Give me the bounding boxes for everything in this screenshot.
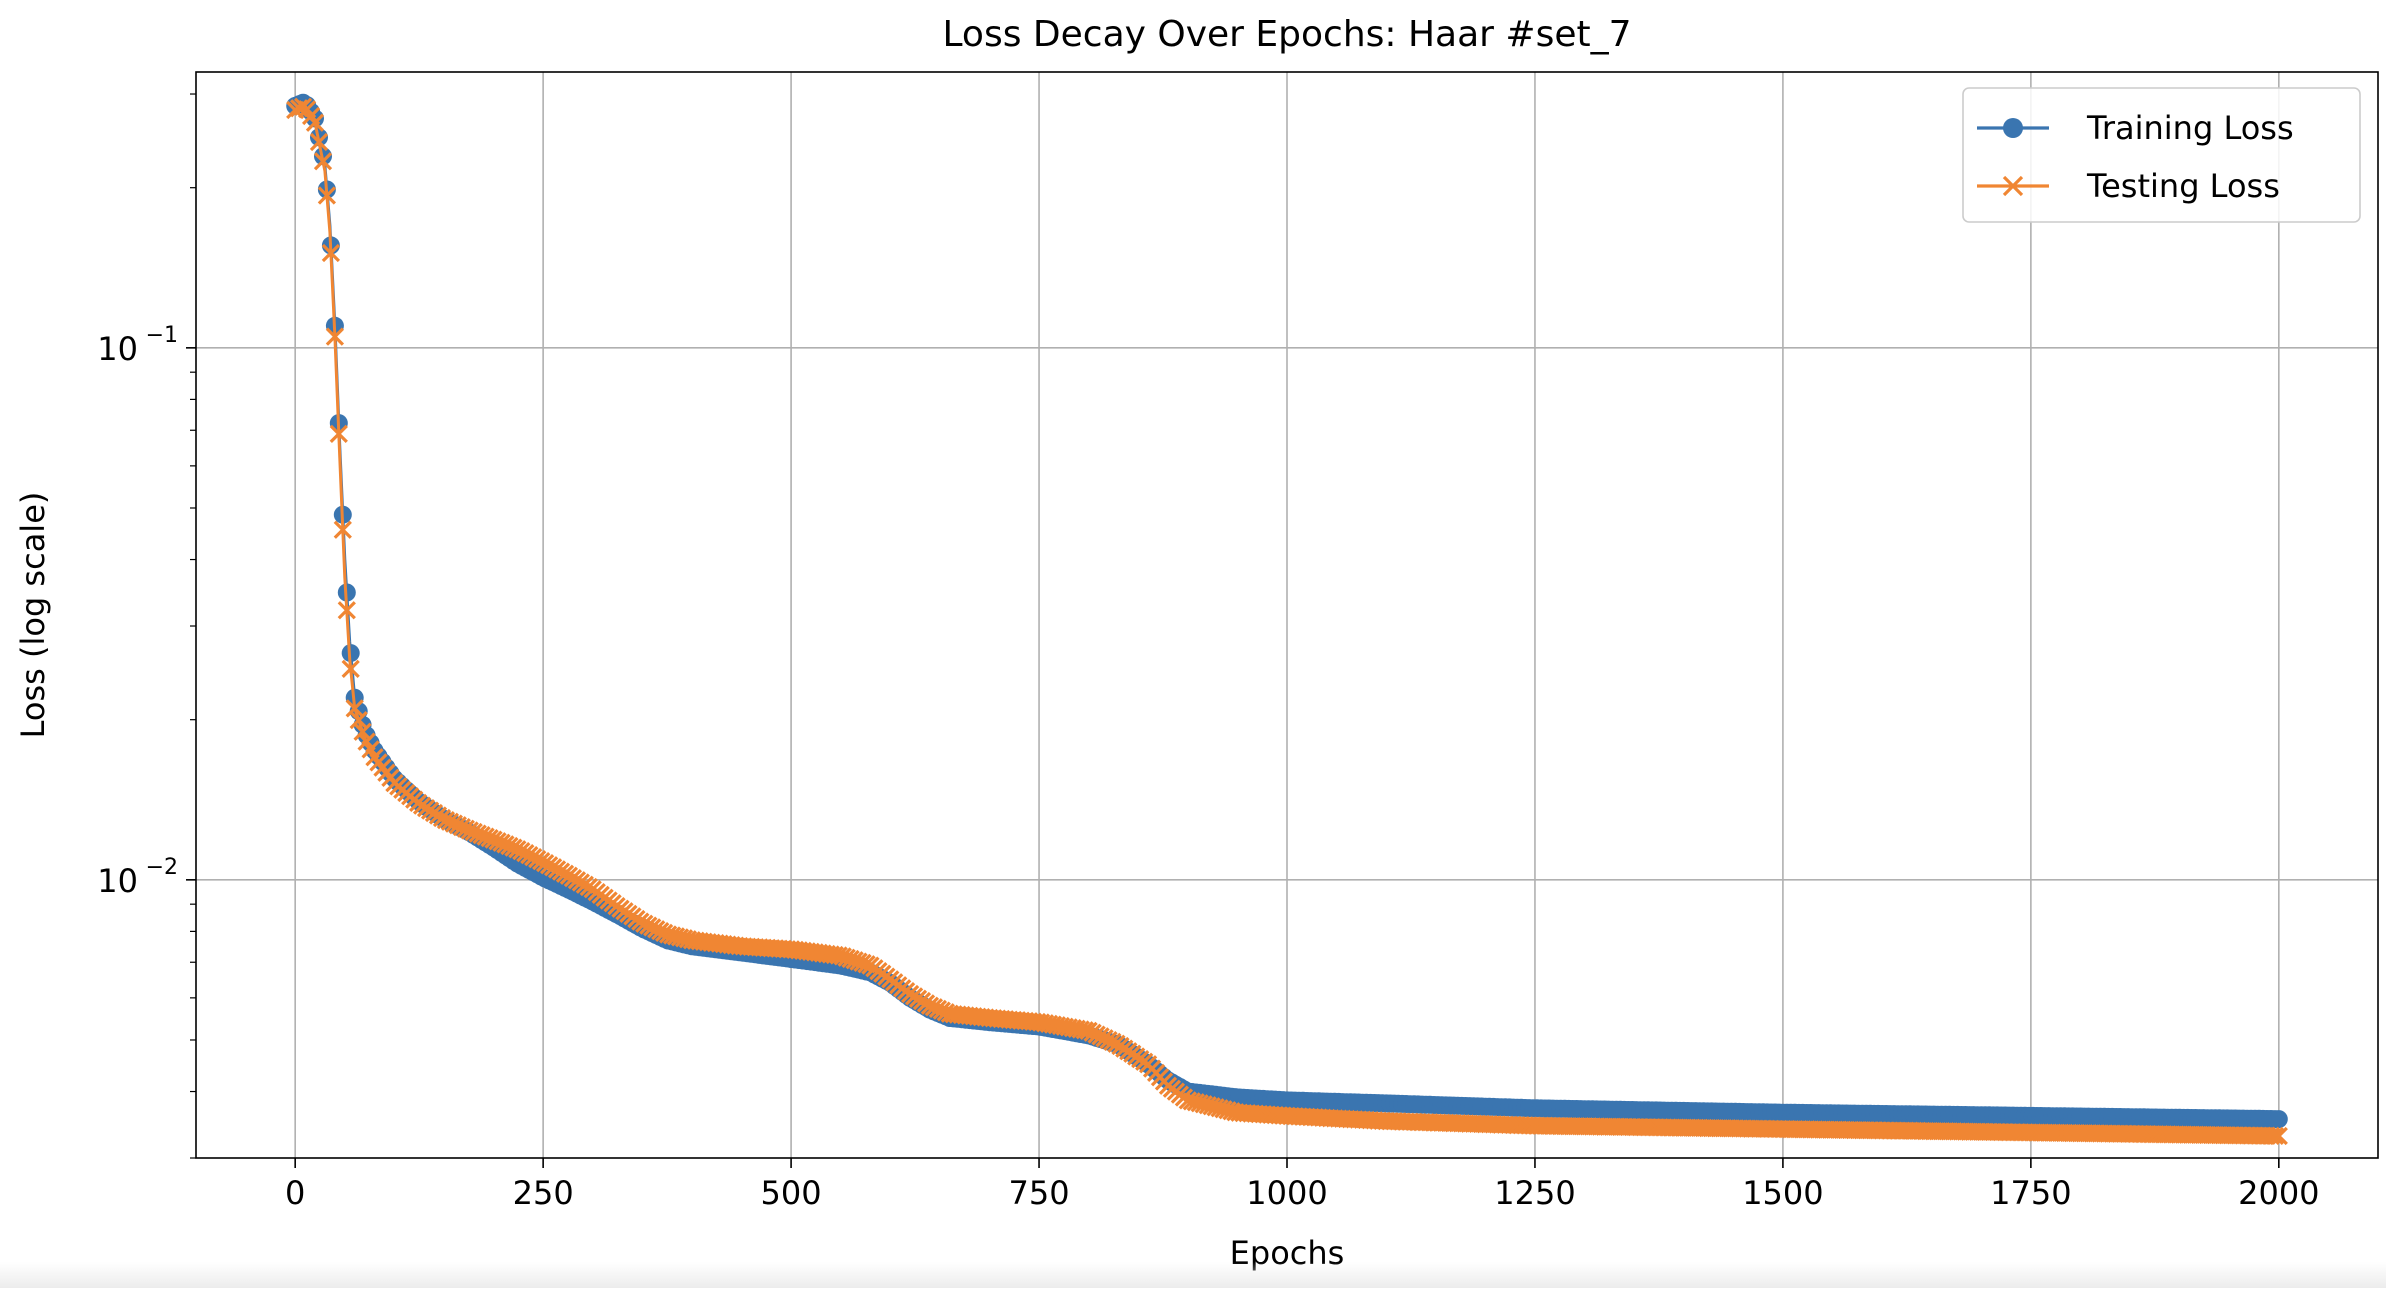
x-tick-label: 250 (513, 1174, 574, 1212)
testing-loss-point (337, 601, 356, 620)
testing-loss-point (2269, 1126, 2288, 1146)
testing-loss-point (329, 424, 348, 444)
x-tick-label: 750 (1009, 1174, 1070, 1212)
legend-testing-marker (2002, 175, 2024, 197)
testing-loss-point (345, 699, 364, 718)
x-tick-label: 1000 (1246, 1174, 1327, 1212)
testing-loss-point (341, 659, 360, 679)
y-tick-exponent: −2 (146, 855, 178, 880)
x-tick-label: 500 (761, 1174, 822, 1212)
y-axis-label: Loss (log scale) (14, 492, 52, 739)
testing-loss-point (305, 113, 325, 132)
window-bottom-edge (0, 1262, 2386, 1288)
testing-loss-point (349, 710, 368, 730)
testing-loss-point (353, 722, 372, 741)
testing-loss-point (2261, 1126, 2281, 1146)
x-tick-label: 1750 (1990, 1174, 2071, 1212)
series-layer (286, 93, 2288, 1146)
legend-box (1962, 87, 2361, 223)
y-tick-label: 10 (97, 330, 138, 368)
testing-loss-point (321, 243, 341, 263)
x-tick-label: 0 (285, 1174, 305, 1212)
y-tick-label: 10 (97, 862, 138, 900)
testing-loss-point (317, 186, 337, 205)
testing-loss-point (309, 132, 329, 152)
chart-title: Loss Decay Over Epochs: Haar #set_7 (943, 14, 1632, 55)
legend: Training Loss Testing Loss (1962, 87, 2361, 223)
testing-loss-series (286, 97, 2288, 1146)
legend-training-label: Training Loss (2086, 109, 2294, 147)
training-loss-point (2269, 1110, 2288, 1129)
testing-loss-point (313, 152, 333, 171)
legend-training-marker (2003, 118, 2023, 138)
testing-loss-point (2265, 1126, 2285, 1146)
testing-loss-point (333, 520, 352, 539)
x-tick-label: 1500 (1742, 1174, 1823, 1212)
x-tick-label: 1250 (1494, 1174, 1575, 1212)
testing-loss-point (325, 327, 345, 346)
x-tick-label: 2000 (2238, 1174, 2319, 1212)
legend-testing-label: Testing Loss (2086, 167, 2280, 205)
axis-ticks: 0 250 500 750 1000 1250 1500 1750 2000 10 −1 10 −2 (97, 93, 2320, 1212)
y-tick-exponent: −1 (146, 323, 178, 348)
